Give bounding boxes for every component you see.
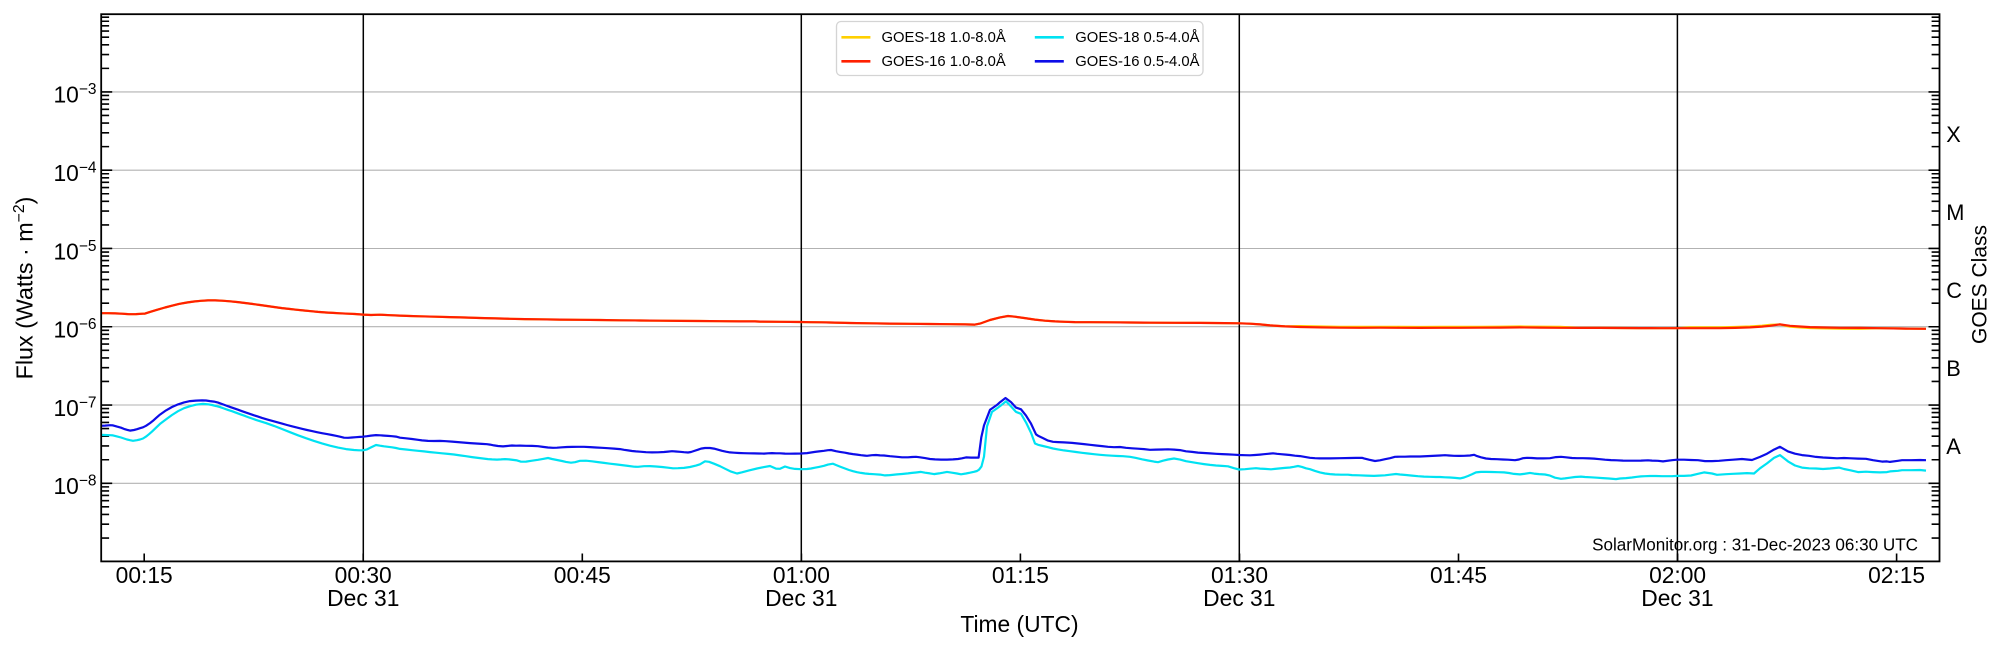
svg-text:10−3: 10−3	[53, 81, 96, 108]
svg-text:Time (UTC): Time (UTC)	[960, 611, 1078, 637]
svg-text:C: C	[1946, 278, 1962, 303]
svg-text:GOES-16 1.0-8.0Å: GOES-16 1.0-8.0Å	[882, 53, 1006, 70]
svg-text:GOES-18 1.0-8.0Å: GOES-18 1.0-8.0Å	[882, 29, 1006, 46]
svg-text:01:45: 01:45	[1430, 562, 1487, 588]
svg-text:02:15: 02:15	[1868, 562, 1925, 588]
svg-text:GOES-18 0.5-4.0Å: GOES-18 0.5-4.0Å	[1075, 29, 1199, 46]
svg-text:GOES-16 0.5-4.0Å: GOES-16 0.5-4.0Å	[1075, 53, 1199, 70]
svg-text:00:30: 00:30	[335, 562, 392, 588]
svg-text:Dec 31: Dec 31	[1203, 585, 1275, 611]
svg-text:B: B	[1946, 356, 1961, 381]
svg-text:Dec 31: Dec 31	[1641, 585, 1713, 611]
svg-text:Dec 31: Dec 31	[765, 585, 837, 611]
svg-text:X: X	[1946, 122, 1961, 147]
svg-text:01:30: 01:30	[1211, 562, 1268, 588]
svg-text:10−8: 10−8	[53, 473, 96, 500]
svg-text:02:00: 02:00	[1649, 562, 1706, 588]
svg-text:Dec 31: Dec 31	[327, 585, 399, 611]
svg-text:00:15: 00:15	[116, 562, 173, 588]
svg-text:10−7: 10−7	[53, 394, 96, 421]
svg-text:GOES Class: GOES Class	[1969, 225, 1992, 344]
svg-text:A: A	[1946, 434, 1961, 459]
svg-text:Flux (Watts · m−2): Flux (Watts · m−2)	[11, 197, 38, 380]
svg-text:SolarMonitor.org : 31-Dec-2023: SolarMonitor.org : 31-Dec-2023 06:30 UTC	[1592, 535, 1918, 554]
svg-text:00:45: 00:45	[554, 562, 611, 588]
svg-text:01:00: 01:00	[773, 562, 830, 588]
svg-text:M: M	[1946, 200, 1964, 225]
svg-text:01:15: 01:15	[992, 562, 1049, 588]
